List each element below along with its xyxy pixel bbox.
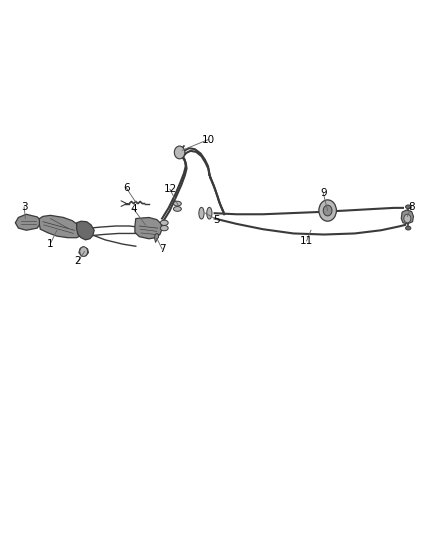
Polygon shape	[39, 215, 83, 238]
Text: 7: 7	[159, 244, 166, 254]
Polygon shape	[77, 221, 94, 240]
Ellipse shape	[406, 227, 411, 230]
Circle shape	[80, 247, 88, 256]
Circle shape	[404, 214, 411, 223]
Text: 12: 12	[163, 184, 177, 194]
Text: 3: 3	[21, 202, 28, 212]
Polygon shape	[79, 247, 88, 256]
Ellipse shape	[160, 220, 168, 225]
Text: 1: 1	[47, 239, 54, 248]
Text: 2: 2	[74, 256, 81, 266]
Circle shape	[174, 146, 185, 159]
Polygon shape	[155, 233, 159, 243]
Polygon shape	[401, 210, 413, 224]
Ellipse shape	[406, 205, 411, 209]
Polygon shape	[135, 217, 162, 239]
Text: 9: 9	[320, 188, 327, 198]
Text: 5: 5	[213, 215, 220, 224]
Text: 11: 11	[300, 236, 313, 246]
Text: 10: 10	[201, 135, 215, 144]
Ellipse shape	[173, 207, 181, 212]
Circle shape	[323, 205, 332, 216]
Ellipse shape	[207, 207, 212, 219]
Ellipse shape	[173, 201, 181, 206]
Ellipse shape	[160, 225, 168, 231]
Text: 8: 8	[408, 202, 415, 212]
Text: 6: 6	[123, 183, 130, 192]
Ellipse shape	[199, 207, 204, 219]
Circle shape	[319, 200, 336, 221]
Text: 4: 4	[130, 204, 137, 214]
Polygon shape	[15, 214, 40, 230]
